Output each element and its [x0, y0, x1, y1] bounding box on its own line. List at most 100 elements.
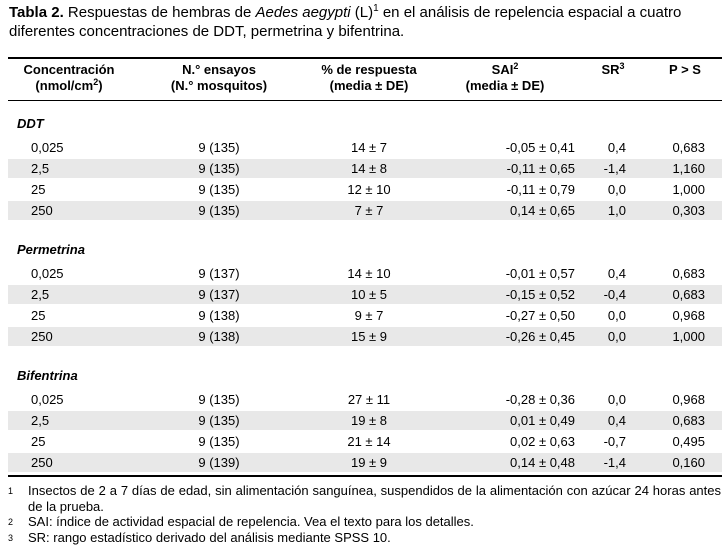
cell-concentracion: 25 [31, 434, 46, 449]
cell-sai: -0,28 ± 0,36 [505, 392, 575, 407]
cell-p: 0,683 [672, 413, 705, 428]
caption-footnote-mark: 1 [373, 3, 379, 14]
footnote-text: Insectos de 2 a 7 días de edad, sin alim… [28, 483, 721, 514]
cell-sai: -0,05 ± 0,41 [505, 140, 575, 155]
header-sai: SAI2 (media ± DE) [445, 62, 565, 96]
cell-sr: 0,4 [607, 140, 626, 155]
cell-respuesta: 14 ± 8 [350, 161, 388, 176]
cell-sr: 0,0 [607, 308, 626, 323]
cell-sai: 0,14 ± 0,48 [510, 455, 575, 470]
cell-p: 1,000 [672, 182, 705, 197]
cell-sr: -1,4 [603, 161, 626, 176]
cell-concentracion: 0,025 [31, 140, 64, 155]
cell-p: 1,000 [672, 329, 705, 344]
header-sai-line1: SAI2 [491, 61, 519, 78]
cell-p: 0,683 [672, 140, 705, 155]
cell-p: 0,303 [672, 203, 705, 218]
footnote-number: 2 [8, 517, 14, 527]
cell-respuesta: 21 ± 14 [347, 434, 391, 449]
cell-sr: 1,0 [607, 203, 626, 218]
cell-sr: 0,4 [607, 413, 626, 428]
cell-concentracion: 250 [31, 203, 53, 218]
cell-concentracion: 0,025 [31, 266, 64, 281]
footnote-number: 3 [8, 533, 14, 543]
header-rule [8, 100, 722, 101]
cell-ensayos: 9 (137) [198, 287, 240, 302]
cell-p: 0,495 [672, 434, 705, 449]
caption-text-3: en el análisis de repelencia espacial a … [9, 4, 682, 40]
cell-sr: 0,4 [607, 266, 626, 281]
header-resp-line2: (media ± DE) [329, 78, 409, 93]
cell-ensayos: 9 (137) [198, 266, 240, 281]
cell-sai: -0,01 ± 0,57 [505, 266, 575, 281]
cell-sr: 0,0 [607, 392, 626, 407]
cell-sai: 0,01 ± 0,49 [510, 413, 575, 428]
header-ensayos: N.° ensayos (N.° mosquitos) [144, 62, 294, 96]
cell-sai: -0,11 ± 0,65 [506, 161, 575, 176]
header-ens-line1: N.° ensayos [182, 62, 256, 77]
row-shading [8, 159, 722, 178]
table-caption: Tabla 2. Respuestas de hembras de Aedes … [9, 3, 721, 41]
group-label: Permetrina [17, 242, 85, 257]
cell-sai: 0,02 ± 0,63 [510, 434, 575, 449]
cell-respuesta: 12 ± 10 [347, 182, 391, 197]
header-conc-line2: (nmol/cm2) [35, 77, 103, 94]
cell-p: 1,160 [672, 161, 705, 176]
caption-label: Tabla 2. [9, 4, 64, 21]
row-shading [8, 201, 722, 220]
cell-p: 0,968 [672, 308, 705, 323]
group-label: Bifentrina [17, 368, 78, 383]
cell-ensayos: 9 (139) [198, 455, 240, 470]
cell-ensayos: 9 (135) [198, 203, 240, 218]
cell-respuesta: 19 ± 9 [350, 455, 388, 470]
cell-concentracion: 25 [31, 182, 46, 197]
cell-sr: -1,4 [603, 455, 626, 470]
row-shading [8, 411, 722, 430]
cell-sai: -0,27 ± 0,50 [505, 308, 575, 323]
cell-sr: 0,0 [607, 182, 626, 197]
cell-ensayos: 9 (138) [198, 329, 240, 344]
header-conc-line1: Concentración [23, 62, 115, 77]
footnote-number: 1 [8, 486, 14, 496]
cell-p: 0,968 [672, 392, 705, 407]
header-sr: SR3 [601, 61, 625, 78]
cell-concentracion: 2,5 [31, 413, 50, 428]
header-p: P > S [669, 62, 701, 77]
cell-respuesta: 10 ± 5 [350, 287, 388, 302]
cell-sai: -0,15 ± 0,52 [505, 287, 575, 302]
cell-concentracion: 2,5 [31, 161, 50, 176]
cell-ensayos: 9 (135) [198, 413, 240, 428]
cell-ensayos: 9 (135) [198, 182, 240, 197]
cell-concentracion: 250 [31, 455, 53, 470]
cell-respuesta: 14 ± 7 [350, 140, 388, 155]
top-rule [8, 57, 722, 59]
cell-ensayos: 9 (138) [198, 308, 240, 323]
cell-p: 0,683 [672, 266, 705, 281]
cell-respuesta: 14 ± 10 [347, 266, 391, 281]
header-concentracion: Concentración (nmol/cm2) [14, 62, 124, 96]
caption-text-2: (L) [350, 4, 374, 21]
cell-respuesta: 19 ± 8 [350, 413, 388, 428]
cell-concentracion: 2,5 [31, 287, 50, 302]
cell-concentracion: 25 [31, 308, 46, 323]
cell-sr: 0,0 [607, 329, 626, 344]
footnote-text: SR: rango estadístico derivado del análi… [28, 530, 391, 545]
cell-respuesta: 15 ± 9 [350, 329, 388, 344]
cell-ensayos: 9 (135) [198, 434, 240, 449]
cell-concentracion: 250 [31, 329, 53, 344]
cell-p: 0,160 [672, 455, 705, 470]
cell-sai: -0,26 ± 0,45 [505, 329, 575, 344]
cell-sai: 0,14 ± 0,65 [510, 203, 575, 218]
group-label: DDT [17, 116, 44, 131]
footnote-text: SAI: índice de actividad espacial de rep… [28, 514, 474, 529]
caption-species: Aedes aegypti [255, 4, 351, 21]
cell-sai: -0,11 ± 0,79 [506, 182, 575, 197]
cell-respuesta: 9 ± 7 [354, 308, 384, 323]
bottom-rule [8, 475, 722, 477]
header-ens-line2: (N.° mosquitos) [170, 78, 268, 93]
header-resp-line1: % de respuesta [321, 62, 417, 77]
cell-p: 0,683 [672, 287, 705, 302]
cell-sr: -0,7 [603, 434, 626, 449]
cell-respuesta: 27 ± 11 [347, 392, 391, 407]
